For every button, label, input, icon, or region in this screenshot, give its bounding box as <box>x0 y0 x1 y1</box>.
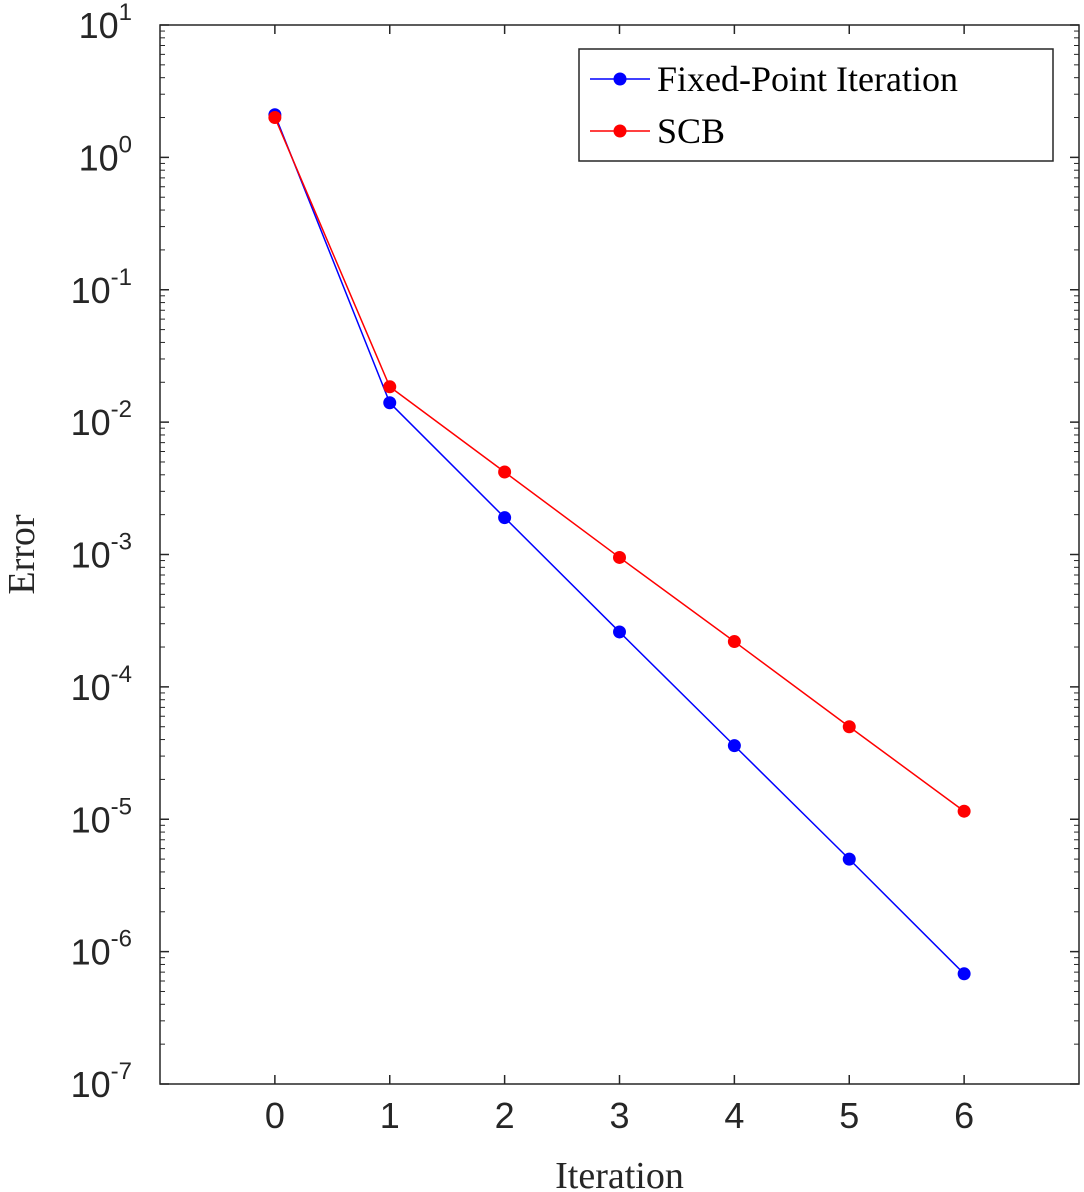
y-tick-label: 10-5 <box>71 793 132 840</box>
legend-label: Fixed-Point Iteration <box>657 59 958 99</box>
data-point <box>498 465 512 479</box>
x-tick-label: 5 <box>839 1095 859 1136</box>
series-fixed-point-iteration <box>268 108 971 981</box>
data-point <box>727 739 741 753</box>
data-point <box>842 852 856 866</box>
x-tick-label: 1 <box>380 1095 400 1136</box>
data-point <box>613 625 626 639</box>
series-scb <box>268 111 971 818</box>
plot-area <box>268 108 971 981</box>
y-tick-label: 100 <box>79 131 132 178</box>
data-point <box>383 380 397 394</box>
legend-marker <box>613 124 627 138</box>
data-point <box>727 635 741 649</box>
data-point <box>842 720 856 734</box>
data-point <box>957 804 971 818</box>
x-axis-title: Iteration <box>555 1155 684 1192</box>
y-tick-label: 10-6 <box>71 926 132 973</box>
data-point <box>383 396 397 410</box>
data-point <box>268 111 282 125</box>
legend: Fixed-Point Iteration SCB <box>578 48 1054 162</box>
x-tick-label: 0 <box>265 1095 285 1136</box>
data-point <box>613 550 626 564</box>
y-tick-label: 10-4 <box>71 661 132 708</box>
x-tick-label: 4 <box>724 1095 744 1136</box>
x-tick-label: 3 <box>609 1095 629 1136</box>
legend-marker <box>613 72 627 86</box>
data-point <box>498 511 512 525</box>
legend-label: SCB <box>657 111 725 151</box>
axes: 0 1 2 3 4 5 6 101 100 10-1 10-2 10-3 10-4 10-5 10-6 10-… <box>71 0 1080 1136</box>
y-tick-label: 101 <box>79 0 132 46</box>
x-tick-label: 2 <box>495 1095 515 1136</box>
data-point <box>957 967 971 981</box>
y-tick-label: 10-3 <box>71 529 132 576</box>
y-tick-label: 10-7 <box>71 1058 132 1105</box>
legend-box <box>578 48 1054 162</box>
y-tick-label: 10-1 <box>71 264 132 311</box>
y-axis-title: Error <box>1 514 43 595</box>
y-tick-label: 10-2 <box>71 396 132 443</box>
x-tick-label: 6 <box>954 1095 974 1136</box>
